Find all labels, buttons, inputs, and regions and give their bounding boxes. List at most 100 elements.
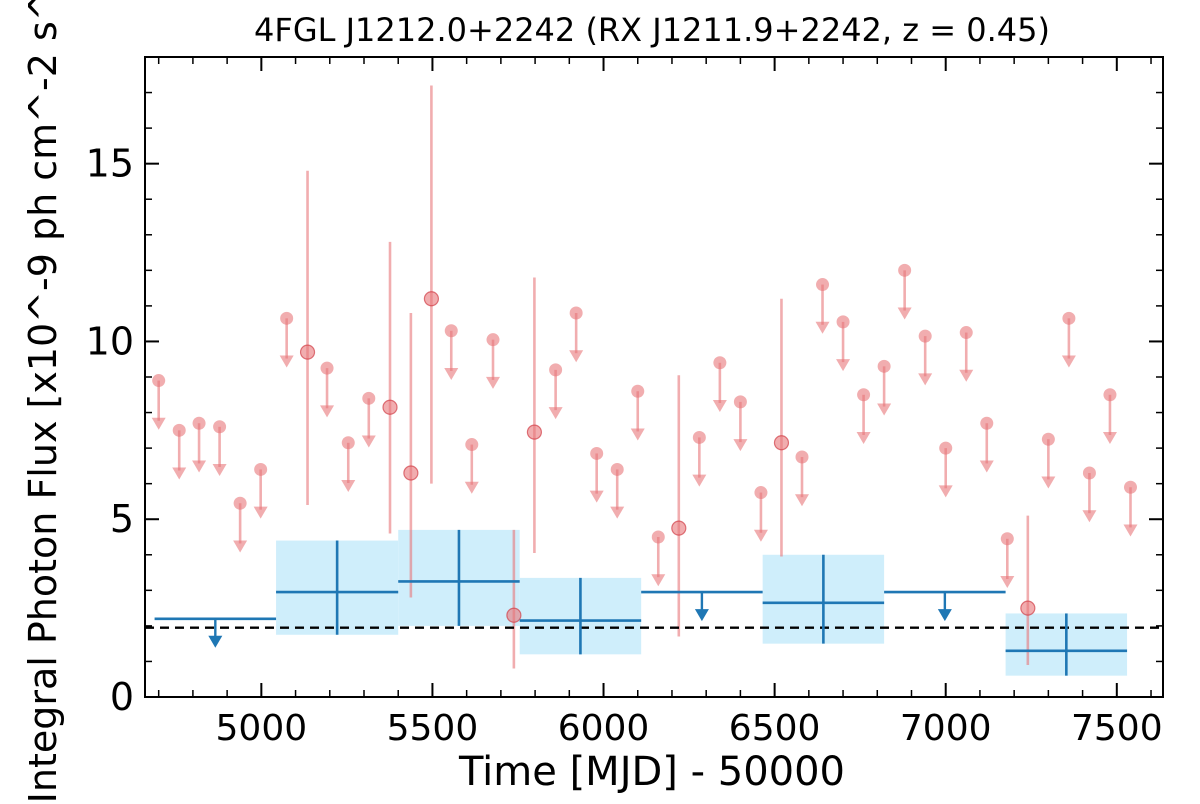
data-point [713, 356, 727, 370]
data-point [671, 520, 687, 536]
data-point [1020, 600, 1036, 616]
data-point [506, 607, 522, 623]
data-point [773, 435, 790, 451]
data-point [754, 486, 768, 500]
data-point [233, 496, 247, 510]
upper-limit-arrow [897, 307, 912, 320]
data-point [857, 388, 871, 402]
x-tick-label: 6000 [558, 708, 650, 749]
data-point [959, 326, 973, 340]
data-point [486, 333, 500, 347]
data-point [1123, 480, 1137, 494]
data-point [610, 462, 624, 476]
upper-limit-arrow [253, 506, 268, 519]
y-tick-label: 5 [110, 497, 134, 541]
data-point [423, 291, 440, 307]
data-point [403, 465, 419, 481]
data-point [1000, 532, 1014, 546]
upper-limit-arrow [1061, 355, 1076, 368]
long-bin-limit-arrow [208, 635, 223, 648]
x-tick-label: 7000 [900, 708, 992, 749]
data-point [280, 311, 294, 325]
data-point [836, 315, 850, 329]
upper-limit-arrow [794, 494, 809, 507]
data-point [341, 436, 355, 450]
upper-limit-arrow [589, 490, 604, 503]
data-point [1082, 466, 1096, 480]
data-point [444, 324, 458, 338]
upper-limit-arrow [233, 540, 248, 553]
data-point [795, 450, 809, 464]
upper-limit-arrow [959, 369, 974, 382]
data-point [465, 438, 479, 452]
data-point [651, 530, 665, 544]
upper-limit-arrow [341, 480, 356, 492]
data-point [254, 462, 268, 476]
upper-limit-arrow [1123, 524, 1138, 537]
x-axis-label: Time [MJD] - 50000 [458, 749, 845, 795]
upper-limit-arrow [279, 355, 294, 368]
upper-limit-arrow [712, 400, 727, 412]
data-point [898, 263, 912, 277]
y-tick-label: 10 [86, 319, 134, 363]
data-point [939, 441, 953, 455]
upper-limit-arrow [320, 405, 335, 418]
data-point [590, 446, 604, 460]
upper-limit-arrow [753, 529, 768, 542]
upper-limit-arrow [610, 506, 625, 519]
upper-limit-arrow [1041, 476, 1056, 489]
upper-limit-arrow [361, 435, 376, 448]
upper-limit-arrow [630, 428, 645, 441]
x-tick-label: 6500 [729, 708, 821, 749]
plot-layer: 5000 5500 6000 6500 7000 7500 0 5 10 15 [86, 56, 1164, 749]
y-tick-label: 15 [86, 142, 134, 186]
data-point [382, 399, 398, 415]
upper-limit-arrow [877, 403, 892, 416]
upper-limit-arrow [815, 321, 830, 334]
data-point [918, 329, 932, 343]
data-point [816, 278, 830, 292]
data-point [526, 424, 543, 440]
upper-limit-arrow [444, 368, 459, 380]
y-axis-label: Integral Photon Flux [x10^-9 ph cm^-2 s^… [21, 0, 65, 800]
upper-limit-arrow [979, 460, 994, 473]
upper-limit-arrow [569, 350, 584, 363]
data-point [1041, 432, 1055, 446]
upper-limit-arrow [1082, 510, 1097, 523]
upper-limit-arrow [938, 485, 953, 498]
data-point [192, 416, 206, 430]
chart-title: 4FGL J1212.0+2242 (RX J1211.9+2242, z = … [254, 11, 1050, 49]
x-tick-label: 7500 [1071, 708, 1163, 749]
upper-limit-arrow [486, 376, 501, 389]
data-point [692, 430, 706, 444]
upper-limit-arrow [151, 417, 166, 430]
upper-limit-arrow [856, 432, 871, 444]
upper-limit-arrow [733, 439, 748, 452]
data-point [362, 391, 376, 405]
data-point [213, 420, 227, 434]
data-point [569, 306, 583, 320]
data-point [877, 359, 891, 373]
data-point [320, 361, 334, 375]
upper-limit-arrow [192, 460, 207, 473]
data-point [980, 416, 994, 430]
data-point [631, 384, 645, 398]
x-tick-label: 5500 [387, 708, 479, 749]
upper-limit-arrow [692, 474, 707, 487]
x-tick-label: 5000 [216, 708, 308, 749]
long-bin-limit-arrow [937, 609, 952, 622]
data-point [549, 363, 563, 377]
data-point [152, 374, 166, 388]
upper-limit-arrow [836, 359, 851, 372]
data-point [172, 423, 186, 437]
upper-limit-arrow [918, 373, 933, 386]
upper-limit-arrow [1102, 432, 1117, 444]
upper-limit-arrow [651, 574, 666, 587]
upper-limit-arrow [212, 464, 227, 476]
data-point [1062, 311, 1076, 325]
data-point [733, 395, 747, 409]
data-point [1103, 388, 1117, 402]
y-tick-label: 0 [110, 675, 134, 719]
